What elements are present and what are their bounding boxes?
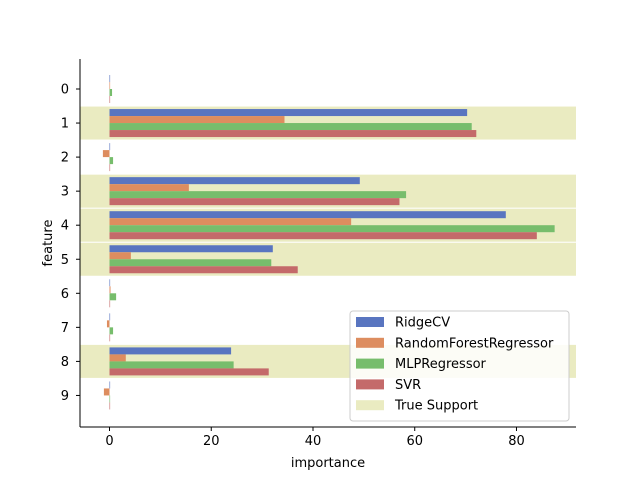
- legend-label-svr: SVR: [395, 378, 421, 393]
- bar-randomforestregressor-feature-8: [109, 354, 126, 362]
- bar-randomforestregressor-feature-9: [103, 388, 110, 396]
- bar-ridgecv-feature-2: [109, 143, 111, 151]
- bar-svr-feature-3: [109, 198, 400, 206]
- bars: [102, 75, 555, 410]
- legend-label-randomforestregressor: RandomForestRegressor: [395, 336, 554, 351]
- bar-mlpregressor-feature-1: [109, 123, 472, 131]
- bar-svr-feature-2: [109, 164, 111, 172]
- x-tick-label-20: 20: [203, 434, 220, 449]
- bar-mlpregressor-feature-4: [109, 225, 555, 233]
- y-tick-label-5: 5: [61, 253, 69, 268]
- bar-ridgecv-feature-9: [109, 381, 111, 389]
- bar-ridgecv-feature-4: [109, 211, 506, 219]
- y-tick-label-0: 0: [61, 83, 69, 98]
- bar-mlpregressor-feature-8: [109, 361, 234, 369]
- y-tick-label-9: 9: [61, 389, 69, 404]
- bar-randomforestregressor-feature-1: [109, 116, 285, 124]
- bar-randomforestregressor-feature-5: [109, 252, 131, 260]
- bar-svr-feature-1: [109, 130, 477, 138]
- y-axis-label: feature: [41, 220, 56, 267]
- bar-svr-feature-4: [109, 232, 537, 240]
- bar-mlpregressor-feature-0: [109, 89, 113, 96]
- bar-ridgecv-feature-3: [109, 177, 360, 185]
- bar-randomforestregressor-feature-7: [106, 320, 110, 328]
- legend-swatch-svr: [356, 379, 384, 390]
- x-tick-label-80: 80: [508, 434, 525, 449]
- x-tick-label-0: 0: [105, 434, 113, 449]
- y-tick-label-6: 6: [61, 287, 69, 302]
- bar-ridgecv-feature-5: [109, 245, 273, 253]
- y-tick-label-8: 8: [61, 355, 69, 370]
- legend-swatch-mlpregressor: [356, 358, 384, 369]
- x-tick-label-60: 60: [406, 434, 423, 449]
- bar-randomforestregressor-feature-4: [109, 218, 352, 226]
- bar-svr-feature-5: [109, 266, 298, 274]
- legend-label-mlpregressor: MLPRegressor: [395, 357, 487, 372]
- x-tick-label-40: 40: [305, 434, 322, 449]
- bar-randomforestregressor-feature-3: [109, 184, 189, 192]
- bar-ridgecv-feature-6: [109, 279, 111, 287]
- bar-mlpregressor-feature-5: [109, 259, 272, 267]
- bar-mlpregressor-feature-3: [109, 191, 407, 199]
- bar-mlpregressor-feature-7: [109, 327, 114, 335]
- bar-mlpregressor-feature-6: [109, 293, 117, 301]
- bar-randomforestregressor-feature-0: [109, 82, 111, 89]
- bar-svr-feature-7: [109, 334, 111, 342]
- bar-svr-feature-8: [109, 368, 269, 376]
- y-tick-label-3: 3: [61, 185, 69, 200]
- bar-svr-feature-6: [109, 300, 111, 308]
- bar-ridgecv-feature-1: [109, 109, 468, 117]
- bar-svr-feature-0: [109, 96, 111, 103]
- bar-ridgecv-feature-8: [109, 347, 232, 355]
- legend: RidgeCV RandomForestRegressor MLPRegressor…: [349, 310, 570, 422]
- bar-randomforestregressor-feature-6: [109, 286, 111, 294]
- axes: [79, 59, 576, 428]
- bar-mlpregressor-feature-9: [109, 395, 111, 403]
- bar-ridgecv-feature-7: [109, 313, 111, 321]
- legend-swatch-randomforestregressor: [356, 337, 384, 348]
- bar-svr-feature-9: [109, 402, 111, 410]
- y-tick-label-4: 4: [61, 219, 69, 234]
- x-axis-label: importance: [291, 456, 365, 471]
- bar-randomforestregressor-feature-2: [102, 150, 110, 158]
- legend-swatch-true-support: [356, 400, 384, 411]
- bar-ridgecv-feature-0: [109, 75, 111, 82]
- y-tick-label-2: 2: [61, 151, 69, 166]
- legend-frame: [349, 310, 570, 422]
- legend-swatch-ridgecv: [356, 317, 384, 327]
- y-tick-label-1: 1: [61, 117, 69, 132]
- bar-mlpregressor-feature-2: [109, 157, 114, 165]
- ticks: 0 1 2 3 4 5 6 7 8 9 0 20 40 60 80: [61, 83, 525, 450]
- y-tick-label-7: 7: [61, 321, 69, 336]
- legend-label-true-support: True Support: [394, 399, 478, 414]
- legend-label-ridgecv: RidgeCV: [395, 316, 450, 331]
